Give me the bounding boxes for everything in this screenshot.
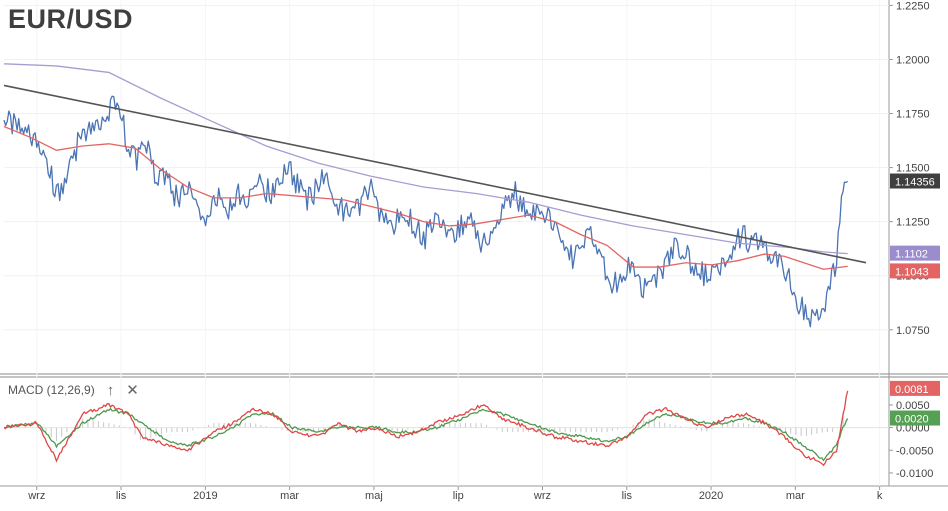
x-tick-label: lip (453, 490, 464, 502)
x-tick-label: wrz (533, 490, 551, 502)
ma-long-last-value-tag-bg (890, 245, 940, 261)
macd-y-tick-label: -0.0100 (896, 468, 933, 480)
price-last-value-tag: 1.14356 (895, 177, 935, 189)
moving-average-short-line (3, 125, 848, 270)
y-tick-label: 1.1250 (896, 217, 930, 229)
x-tick-label: k (877, 490, 883, 502)
y-tick-label: 1.2000 (896, 54, 930, 66)
macd-y-tick-label: 0.0050 (896, 400, 930, 412)
x-tick-label: 2020 (699, 490, 723, 502)
price-series-line (3, 95, 848, 328)
x-tick-label: mar (786, 490, 805, 502)
x-tick-label: lis (622, 490, 633, 502)
y-tick-label: 1.0750 (896, 325, 930, 337)
arrow-up-icon[interactable]: ↑ (106, 381, 115, 399)
macd-y-tick-label: -0.0050 (896, 445, 933, 457)
macd-indicator-header: MACD (12,26,9) ↑ ✕ (8, 381, 139, 400)
ma-short-last-value-tag-bg (890, 263, 940, 279)
x-tick-label: lis (116, 490, 127, 502)
signal-last-value-tag-bg (890, 410, 940, 426)
close-icon[interactable]: ✕ (126, 382, 139, 399)
chart-title: EUR/USD (8, 4, 134, 34)
ma-short-last-value-tag: 1.1043 (895, 266, 929, 278)
x-tick-label: wrz (27, 490, 45, 502)
x-tick-label: maj (365, 490, 383, 502)
x-tick-label: 2019 (193, 490, 217, 502)
moving-average-long-line (3, 63, 848, 255)
x-tick-label: mar (280, 490, 299, 502)
trendline (3, 84, 867, 264)
macd-last-value-tag: 0.0081 (895, 384, 929, 396)
macd-last-value-tag-bg (890, 380, 940, 396)
y-tick-label: 1.1500 (896, 163, 930, 175)
signal-last-value-tag: 0.0020 (895, 414, 929, 426)
ma-long-last-value-tag: 1.1102 (895, 249, 928, 261)
y-tick-label: 1.1750 (896, 109, 930, 121)
macd-signal-line (3, 407, 849, 462)
price-last-value-tag-bg (890, 173, 940, 189)
macd-y-tick-label: 0.0000 (896, 423, 930, 435)
macd-label: MACD (12,26,9) (8, 383, 95, 397)
y-tick-label: 1.2250 (896, 0, 930, 12)
macd-line (3, 390, 849, 467)
